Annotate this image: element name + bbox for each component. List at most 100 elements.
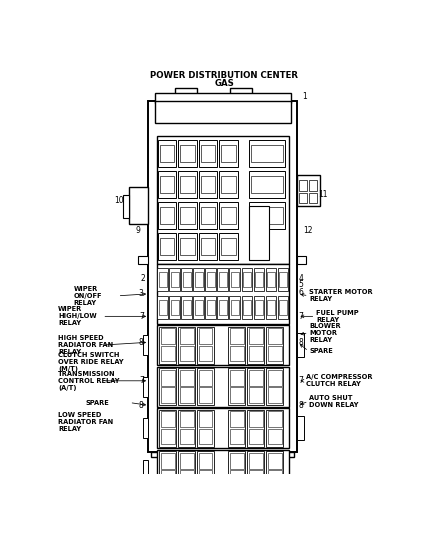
Bar bbox=[155, 101, 291, 124]
Bar bbox=[230, 268, 240, 291]
Text: SPARE: SPARE bbox=[309, 348, 333, 354]
Bar bbox=[241, 296, 252, 319]
Bar bbox=[221, 238, 236, 255]
Bar bbox=[143, 460, 148, 480]
Text: BLOWER
MOTOR
RELAY: BLOWER MOTOR RELAY bbox=[309, 323, 341, 343]
Text: 7: 7 bbox=[298, 312, 303, 321]
Text: SPARE: SPARE bbox=[85, 400, 109, 406]
Bar bbox=[265, 268, 276, 291]
Bar bbox=[247, 451, 265, 488]
Bar bbox=[148, 101, 297, 452]
Bar bbox=[161, 370, 174, 385]
Text: 5: 5 bbox=[298, 280, 303, 289]
Bar bbox=[219, 140, 238, 167]
Bar bbox=[157, 325, 289, 365]
Text: GAS: GAS bbox=[215, 79, 234, 88]
Text: 8: 8 bbox=[139, 401, 144, 410]
Bar bbox=[268, 411, 282, 427]
Bar bbox=[138, 256, 148, 264]
Bar bbox=[180, 345, 194, 361]
Bar bbox=[183, 272, 191, 287]
Bar bbox=[152, 452, 294, 457]
Bar bbox=[180, 176, 194, 193]
Bar bbox=[181, 268, 192, 291]
Text: A/C COMPRESSOR
CLUTCH RELAY: A/C COMPRESSOR CLUTCH RELAY bbox=[306, 374, 372, 387]
Bar bbox=[247, 410, 265, 447]
Bar bbox=[180, 411, 194, 427]
Bar bbox=[157, 408, 289, 448]
Bar bbox=[178, 233, 197, 260]
Text: 8: 8 bbox=[298, 338, 303, 347]
Bar bbox=[197, 368, 214, 405]
Bar bbox=[268, 345, 282, 361]
Bar bbox=[231, 272, 239, 287]
Bar bbox=[199, 429, 212, 445]
Bar bbox=[175, 88, 197, 101]
Bar bbox=[178, 327, 195, 364]
Text: 10: 10 bbox=[114, 196, 124, 205]
Bar bbox=[207, 272, 215, 287]
Bar bbox=[219, 272, 227, 287]
Bar bbox=[199, 370, 212, 385]
Bar bbox=[205, 268, 216, 291]
Bar bbox=[230, 345, 244, 361]
Bar bbox=[159, 145, 174, 162]
Bar bbox=[197, 451, 214, 488]
Bar bbox=[207, 301, 215, 315]
Bar bbox=[170, 268, 180, 291]
Bar bbox=[268, 387, 282, 403]
Text: WIPER
HIGH/LOW
RELAY: WIPER HIGH/LOW RELAY bbox=[58, 306, 97, 326]
Bar bbox=[197, 327, 214, 364]
Bar bbox=[297, 256, 306, 264]
Bar bbox=[159, 410, 176, 447]
Bar bbox=[180, 207, 194, 224]
Bar bbox=[181, 296, 192, 319]
Bar bbox=[157, 367, 289, 407]
Bar bbox=[161, 470, 174, 486]
Text: LOW SPEED
RADIATOR FAN
RELAY: LOW SPEED RADIATOR FAN RELAY bbox=[58, 412, 113, 432]
Bar bbox=[180, 328, 194, 344]
Bar bbox=[180, 238, 194, 255]
Bar bbox=[231, 301, 239, 315]
Bar bbox=[159, 176, 174, 193]
Bar bbox=[249, 470, 263, 486]
Bar bbox=[199, 202, 217, 229]
Bar bbox=[267, 301, 275, 315]
Bar bbox=[159, 301, 166, 315]
Bar bbox=[299, 192, 307, 203]
Text: 9: 9 bbox=[135, 227, 140, 236]
Bar bbox=[180, 453, 194, 469]
Bar bbox=[251, 176, 283, 193]
Bar bbox=[180, 145, 194, 162]
Bar bbox=[170, 296, 180, 319]
Bar bbox=[161, 429, 174, 445]
Text: 11: 11 bbox=[318, 190, 328, 199]
Bar bbox=[199, 171, 217, 198]
Bar bbox=[266, 410, 283, 447]
Text: HIGH SPEED
RADIATOR FAN
RELAY: HIGH SPEED RADIATOR FAN RELAY bbox=[58, 335, 113, 355]
Bar bbox=[230, 88, 252, 101]
Bar bbox=[230, 296, 240, 319]
Bar bbox=[201, 207, 215, 224]
Bar bbox=[254, 296, 264, 319]
Bar bbox=[201, 176, 215, 193]
Bar bbox=[171, 301, 179, 315]
Text: CLUTCH SWITCH
OVER RIDE RELAY
(M/T): CLUTCH SWITCH OVER RIDE RELAY (M/T) bbox=[58, 351, 124, 372]
Bar bbox=[178, 410, 195, 447]
Bar bbox=[230, 411, 244, 427]
Bar bbox=[195, 272, 203, 287]
Bar bbox=[229, 327, 245, 364]
Bar bbox=[193, 296, 204, 319]
Bar bbox=[201, 238, 215, 255]
Bar bbox=[158, 233, 176, 260]
Bar bbox=[230, 453, 244, 469]
Text: FUEL PUMP
RELAY: FUEL PUMP RELAY bbox=[316, 310, 359, 323]
Bar bbox=[157, 136, 289, 264]
Bar bbox=[197, 410, 214, 447]
Text: 7: 7 bbox=[139, 376, 144, 385]
Bar bbox=[249, 202, 285, 229]
Bar bbox=[229, 368, 245, 405]
Bar bbox=[243, 301, 251, 315]
Text: 8: 8 bbox=[298, 401, 303, 410]
Bar bbox=[199, 453, 212, 469]
